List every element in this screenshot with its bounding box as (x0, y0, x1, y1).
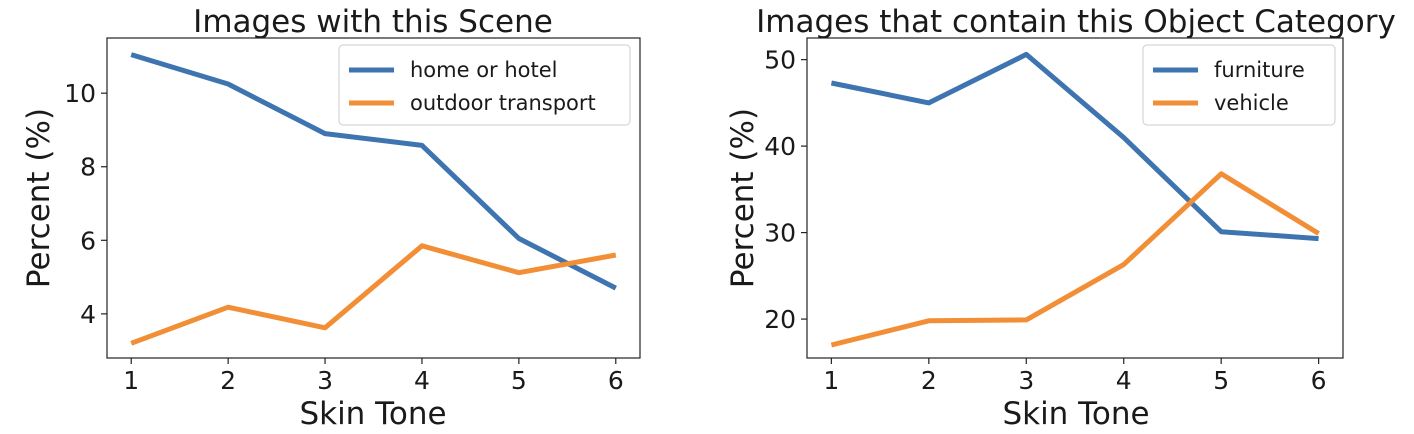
y-tick-label: 20 (764, 305, 796, 334)
x-tick-label: 2 (921, 366, 937, 395)
x-tick-label: 3 (1018, 366, 1034, 395)
plot-frame (106, 37, 641, 359)
y-tick-label: 10 (64, 79, 96, 108)
x-tick-label: 1 (823, 366, 839, 395)
x-axis-label: Skin Tone (1002, 396, 1149, 432)
series-line-2 (130, 243, 617, 346)
series-line-1 (130, 52, 617, 291)
y-tick-label: 50 (764, 46, 796, 75)
chart-title: Images that contain this Object Category (756, 4, 1396, 40)
y-tick-label: 40 (764, 132, 796, 161)
x-tick-label: 3 (317, 366, 333, 395)
y-tick-label: 4 (80, 300, 96, 329)
chart-2: Images that contain this Object Category… (725, 4, 1396, 432)
x-tick-label: 4 (414, 366, 430, 395)
x-tick-label: 6 (1311, 366, 1327, 395)
y-axis-label: Percent (%) (21, 108, 57, 288)
legend: home or hotel outdoor transport (338, 44, 631, 126)
legend-entry-1: furniture (1214, 58, 1305, 82)
x-tick-label: 1 (123, 366, 139, 395)
x-tick-label: 4 (1116, 366, 1132, 395)
y-tick-label: 6 (80, 226, 96, 255)
y-tick-label: 30 (764, 219, 796, 248)
x-tick-label: 5 (1213, 366, 1229, 395)
y-axis-label: Percent (%) (725, 108, 761, 288)
series-line-1 (830, 51, 1319, 242)
x-axis-label: Skin Tone (299, 396, 446, 432)
chart-title: Images with this Scene (193, 4, 553, 40)
x-tick-label: 6 (608, 366, 624, 395)
series-line-2 (830, 171, 1320, 348)
x-tick-label: 2 (220, 366, 236, 395)
legend-entry-2: outdoor transport (410, 91, 596, 115)
y-tick-label: 8 (80, 153, 96, 182)
legend: furniture vehicle (1142, 44, 1336, 126)
chart-1: Images with this Scene 1 2 3 4 5 6 4 6 8 10 Skin To… (21, 4, 641, 432)
legend-entry-1: home or hotel (410, 58, 558, 82)
plot-frame (806, 37, 1344, 359)
legend-entry-2: vehicle (1214, 91, 1289, 115)
legend-box (338, 44, 631, 126)
x-tick-label: 5 (511, 366, 527, 395)
